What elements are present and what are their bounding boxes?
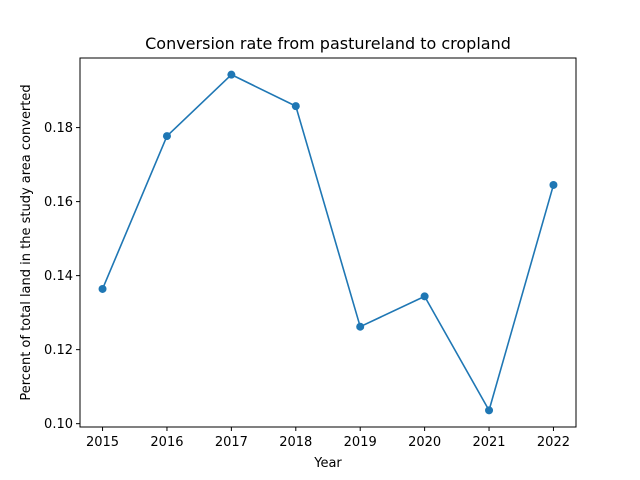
y-tick-label: 0.10	[44, 417, 73, 432]
x-tick-label: 2015	[86, 435, 119, 450]
x-tick-label: 2020	[408, 435, 441, 450]
x-axis-title: Year	[313, 456, 342, 471]
plot-area	[98, 70, 558, 415]
y-axis: 0.10 0.12 0.14 0.16 0.18	[44, 121, 80, 432]
y-axis-title: Percent of total land in the study area …	[19, 84, 34, 400]
x-tick-label: 2022	[537, 435, 570, 450]
x-tick-label: 2017	[215, 435, 248, 450]
series-line	[101, 73, 555, 412]
y-tick-label: 0.14	[44, 269, 73, 284]
x-tick-label: 2018	[279, 435, 312, 450]
data-point	[227, 70, 236, 79]
x-tick-label: 2016	[150, 435, 183, 450]
chart-title: Conversion rate from pastureland to crop…	[145, 34, 511, 53]
y-tick-label: 0.18	[44, 121, 73, 136]
x-tick-label: 2019	[344, 435, 377, 450]
data-point	[549, 180, 558, 189]
data-point	[98, 284, 107, 293]
data-point	[485, 406, 494, 415]
y-tick-label: 0.16	[44, 195, 73, 210]
data-point	[420, 292, 429, 301]
data-point	[291, 102, 300, 111]
x-axis: 2015 2016 2017 2018 2019 2020 2021 2022	[86, 427, 570, 450]
x-tick-label: 2021	[472, 435, 505, 450]
data-point	[162, 132, 171, 141]
y-tick-label: 0.12	[44, 343, 73, 358]
axes-frame	[79, 57, 577, 428]
data-point	[356, 322, 365, 331]
